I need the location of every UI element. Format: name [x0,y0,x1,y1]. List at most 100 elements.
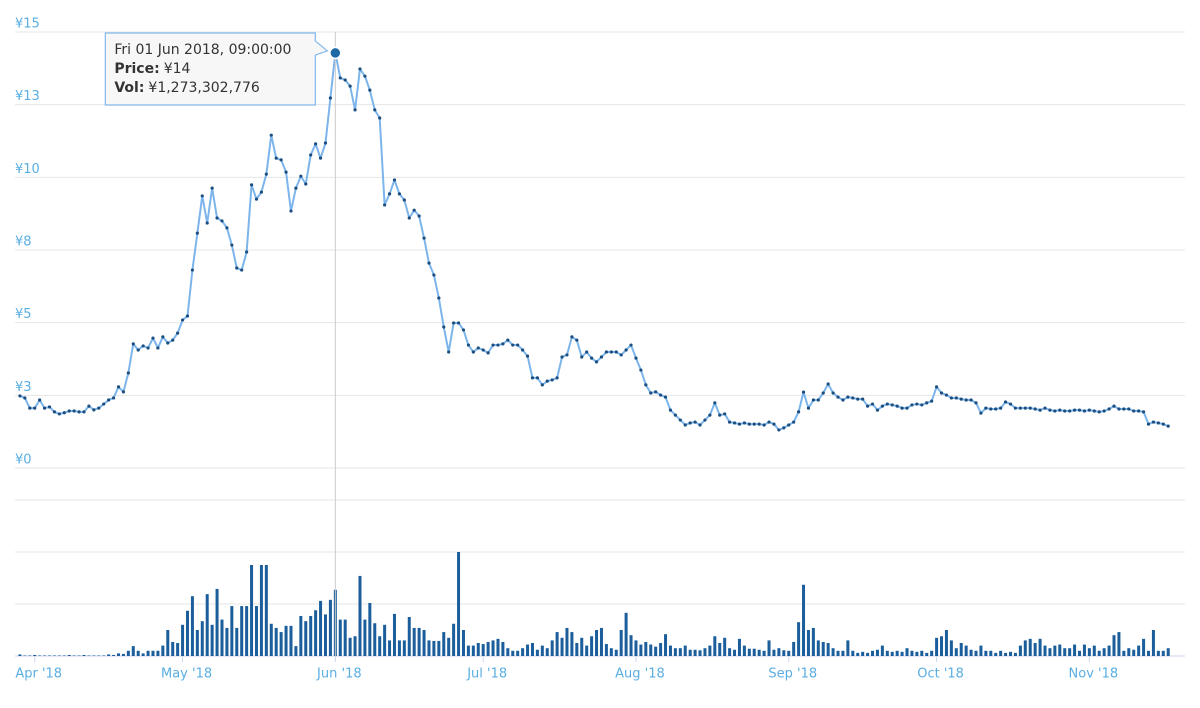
volume-bar [38,655,42,656]
price-point [240,268,244,272]
price-point [604,350,608,354]
price-point [230,243,234,247]
price-point [200,194,204,198]
price-point [314,142,318,146]
volume-bar [890,651,894,656]
volume-bar [752,648,756,656]
volume-bar [181,624,185,656]
price-point [456,321,461,325]
price-point [338,76,342,80]
volume-bar [595,630,599,656]
volume-bar [373,623,377,656]
price-point [42,406,47,410]
volume-bar [107,654,111,656]
volume-bar [215,588,219,656]
price-point [18,394,22,398]
volume-bar [984,650,988,656]
price-point [225,226,229,230]
volume-bar [797,622,801,656]
price-point [693,420,697,424]
x-tick-label: Jul '18 [466,667,507,682]
price-point [821,391,825,395]
price-point [77,410,81,414]
price-point [299,174,303,178]
volume-bar [230,606,234,656]
volume-bar [461,630,465,656]
price-point [249,183,254,187]
volume-bar [1023,640,1027,656]
volume-bar [442,632,446,656]
volume-bar [1068,648,1072,656]
volume-bar [486,641,490,656]
volume-bar [23,655,27,656]
volume-bar [496,638,500,656]
volume-bar [18,654,22,656]
volume-bar [895,650,899,656]
price-point [713,401,717,405]
volume-bar [392,613,396,656]
volume-bar [930,650,934,656]
volume-bar [378,636,382,656]
volume-bar [1122,650,1126,656]
price-point [1033,407,1037,411]
volume-bar [437,640,441,656]
volume-bar [1151,630,1155,656]
volume-bar [92,655,96,656]
price-point [644,383,648,387]
price-point [678,418,682,422]
price-point [737,422,742,426]
volume-bar [264,565,268,656]
y-tick-label: ¥8 [15,235,32,250]
volume-bar [225,627,229,656]
price-point [220,219,224,223]
price-point [1053,409,1057,413]
price-point [185,314,190,318]
volume-bar [245,606,249,656]
volume-bar [235,627,239,656]
volume-bar [560,637,564,656]
price-point [289,209,293,213]
volume-bar [417,627,421,656]
price-point [639,368,643,372]
volume-bar [1156,650,1160,656]
volume-bar [67,654,71,656]
price-point [629,343,633,347]
price-point [890,403,894,407]
price-point [52,410,57,414]
volume-bar [279,632,283,656]
price-point [772,422,776,426]
price-point [516,343,520,347]
tooltip-box [104,32,329,106]
price-point [861,397,865,401]
volume-bar [880,645,884,656]
price-point [1141,410,1146,414]
price-point [885,402,889,406]
price-point [762,423,766,427]
volume-bar [274,627,278,656]
price-point [176,331,180,335]
price-point [259,190,264,194]
price-point [1151,420,1156,424]
volume-bar [851,650,855,656]
price-point [427,261,431,265]
volume-bar [723,637,727,656]
price-point [590,356,594,360]
price-point [62,411,66,415]
volume-bar [176,643,180,656]
volume-bar [826,643,830,656]
price-point [925,401,929,405]
price-point [318,156,323,160]
volume-bar [757,649,761,656]
volume-bar [1147,650,1151,656]
price-point [792,420,796,424]
volume-bar [836,650,840,656]
price-point [841,398,845,402]
volume-bar [1112,635,1116,656]
price-point [412,208,416,212]
volume-bar [920,650,924,656]
price-point [373,108,377,112]
volume-bar [940,636,944,656]
volume-bar [545,648,549,656]
price-point [580,355,584,359]
tooltip-label: Price: [114,61,159,77]
